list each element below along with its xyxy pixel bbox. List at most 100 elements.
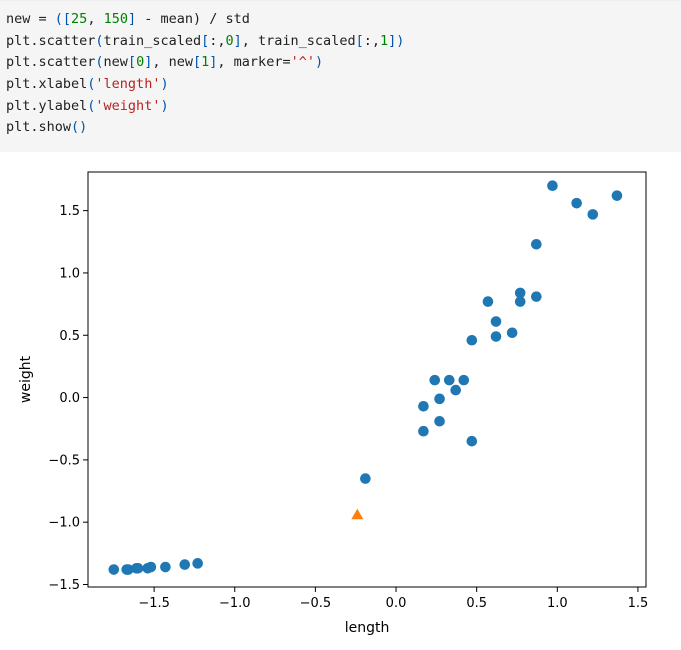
x-tick-label: −1.5 xyxy=(138,596,170,611)
plot-output: −1.5 −1.0 −0.5 0.0 0.5 1.0 1.5 −1.5 −1.0 −0.5 0.0… xyxy=(0,152,681,645)
y-axis: −1.5 −1.0 −0.5 0.0 0.5 1.0 1.5 xyxy=(48,204,88,593)
code-token: :, xyxy=(209,32,226,49)
y-tick-label: −1.5 xyxy=(48,578,80,593)
x-tick-label: 0.0 xyxy=(386,596,407,611)
data-point xyxy=(434,415,445,427)
code-token: - mean) / std xyxy=(136,11,250,27)
code-token: 'length' xyxy=(95,76,161,93)
code-token: , xyxy=(87,11,104,27)
code-token: plt.ylabel xyxy=(6,97,88,114)
data-point xyxy=(145,561,157,573)
code-token: new = xyxy=(6,11,55,27)
code-token: , marker= xyxy=(217,54,291,71)
data-point xyxy=(571,197,582,209)
code-token: ) xyxy=(160,76,169,93)
code-token: 0 xyxy=(225,32,234,49)
code-token: ] xyxy=(233,32,242,49)
code-token: plt.xlabel xyxy=(6,76,88,93)
code-token: ( xyxy=(87,76,96,93)
x-tick-label: −1.0 xyxy=(219,596,251,611)
code-token: [ xyxy=(355,32,364,49)
code-token: ] xyxy=(209,54,218,71)
data-point xyxy=(108,564,120,575)
code-line: plt.scatter(train_scaled[:,0], train_sca… xyxy=(6,31,404,53)
code-token: [ xyxy=(193,54,202,71)
y-tick-label: −0.5 xyxy=(48,453,80,468)
code-token: 1 xyxy=(201,54,210,71)
data-point xyxy=(514,296,526,307)
x-axis: −1.5 −1.0 −0.5 0.0 0.5 1.0 1.5 xyxy=(138,587,648,611)
data-point xyxy=(418,425,429,437)
data-point xyxy=(531,238,542,250)
code-line: plt.xlabel('length') xyxy=(6,74,404,96)
data-point xyxy=(490,316,502,327)
axes-frame xyxy=(87,171,647,588)
code-token: train_scaled xyxy=(103,32,202,49)
data-point xyxy=(160,561,171,573)
data-point xyxy=(514,287,526,299)
code-line: plt.show() xyxy=(6,117,404,139)
code-token: '^' xyxy=(290,54,315,71)
data-point xyxy=(482,296,494,307)
data-point xyxy=(547,180,558,192)
x-axis-label: length xyxy=(345,620,390,636)
code-token: , new xyxy=(152,54,193,71)
x-tick-label: 0.5 xyxy=(466,596,487,611)
scatter-chart: −1.5 −1.0 −0.5 0.0 0.5 1.0 1.5 −1.5 −1.0 −0.5 0.0… xyxy=(18,171,648,636)
code-cell[interactable]: new = ([25, 150] - mean) / std plt.scatte… xyxy=(0,0,681,152)
code-token: , train_scaled xyxy=(241,32,356,49)
code-token: [ xyxy=(201,32,210,49)
code-token: ] xyxy=(144,54,153,71)
code-token: ]) xyxy=(388,32,405,49)
data-point xyxy=(458,374,470,386)
data-points xyxy=(108,180,623,575)
data-point xyxy=(360,473,371,484)
y-tick-label: 1.0 xyxy=(59,266,80,281)
data-point xyxy=(531,291,542,302)
data-point xyxy=(587,209,599,220)
x-tick-label: 1.5 xyxy=(628,596,649,611)
code-token: :, xyxy=(363,32,380,49)
code-token: ] xyxy=(127,11,137,27)
x-tick-label: 1.0 xyxy=(547,596,568,611)
code-token: ([ xyxy=(54,11,72,27)
code-token: ) xyxy=(160,97,169,114)
y-tick-label: 0.5 xyxy=(59,329,80,344)
data-point xyxy=(611,190,623,201)
code-token: 'weight' xyxy=(95,97,161,114)
data-point xyxy=(434,393,445,405)
y-tick-label: 0.0 xyxy=(59,391,80,406)
y-tick-label: −1.0 xyxy=(48,516,80,531)
data-point xyxy=(179,559,191,570)
code-token: 25 xyxy=(71,11,88,27)
code-token: 0 xyxy=(136,54,145,71)
data-point xyxy=(443,374,455,386)
code-editor[interactable]: new = ([25, 150] - mean) / std plt.scatte… xyxy=(6,9,404,139)
y-tick-label: 1.5 xyxy=(59,204,80,219)
data-point xyxy=(490,331,502,342)
code-token: ( xyxy=(95,54,104,71)
data-point xyxy=(506,327,518,339)
code-token: plt.scatter xyxy=(6,32,96,49)
code-line: plt.scatter(new[0], new[1], marker='^') xyxy=(6,52,404,74)
code-token: 150 xyxy=(103,11,128,27)
code-token: new xyxy=(103,54,128,71)
code-token: () xyxy=(71,119,88,136)
code-token: 1 xyxy=(379,32,389,49)
data-point xyxy=(450,384,461,396)
code-token: ( xyxy=(95,32,104,49)
x-tick-label: −0.5 xyxy=(300,596,332,611)
code-token: plt.scatter xyxy=(6,54,96,71)
data-point xyxy=(466,435,478,447)
code-token: ) xyxy=(314,54,324,71)
data-point-triangle xyxy=(351,508,364,520)
data-point xyxy=(466,334,478,346)
y-axis-label: weight xyxy=(18,355,34,403)
data-point xyxy=(132,563,144,574)
code-line: new = ([25, 150] - mean) / std xyxy=(6,9,404,31)
data-point xyxy=(418,400,429,412)
data-point xyxy=(192,558,203,569)
code-line: plt.ylabel('weight') xyxy=(6,96,404,118)
code-token: ( xyxy=(87,97,96,114)
code-token: plt.show xyxy=(6,119,72,136)
